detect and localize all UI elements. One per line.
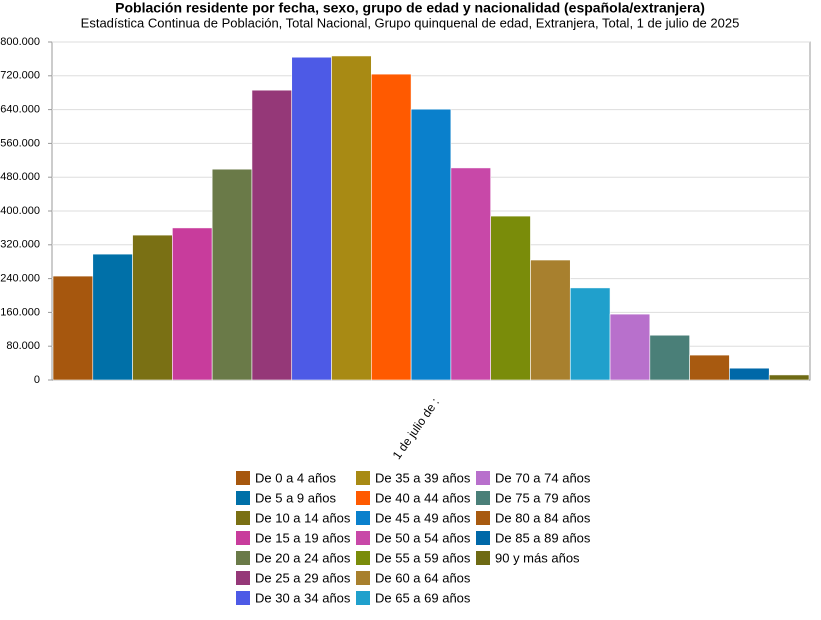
bar [530, 259, 571, 381]
bar [569, 287, 611, 381]
chart-title: Población residente por fecha, sexo, gru… [115, 0, 705, 16]
legend-swatch [356, 571, 370, 585]
legend-label: De 55 a 59 años [375, 550, 471, 565]
y-tick-label: 640.000 [0, 104, 40, 116]
legend-label: De 15 a 19 años [255, 530, 351, 545]
legend-swatch [476, 471, 490, 485]
y-tick-label: 800.000 [0, 36, 40, 48]
legend-swatch [476, 531, 490, 545]
bar [609, 313, 651, 381]
x-tick-label: 1 de julio de : [390, 396, 442, 463]
legend-swatch [236, 511, 250, 525]
bar [490, 215, 531, 381]
bar [92, 253, 133, 381]
legend-swatch [236, 551, 250, 565]
legend-swatch [356, 491, 370, 505]
legend-label: De 45 a 49 años [375, 510, 471, 525]
legend-label: 90 y más años [495, 550, 580, 565]
chart-subtitle: Estadística Continua de Población, Total… [81, 15, 740, 30]
y-tick-label: 720.000 [0, 70, 40, 82]
legend-swatch [476, 511, 490, 525]
legend-swatch [236, 471, 250, 485]
legend-label: De 80 a 84 años [495, 510, 591, 525]
bar [52, 275, 94, 381]
legend-swatch [356, 551, 370, 565]
y-tick-label: 480.000 [0, 171, 40, 183]
legend-swatch [236, 571, 250, 585]
legend-swatch [356, 591, 370, 605]
legend-swatch [236, 491, 250, 505]
bar [729, 367, 770, 381]
legend-label: De 85 a 89 años [495, 530, 591, 545]
y-tick-label: 160.000 [0, 306, 40, 318]
legend-label: De 40 a 44 años [375, 490, 471, 505]
bar [689, 354, 730, 381]
legend-label: De 0 a 4 años [255, 470, 336, 485]
legend-label: De 50 a 54 años [375, 530, 471, 545]
legend-label: De 5 a 9 años [255, 490, 336, 505]
y-tick-label: 320.000 [0, 239, 40, 251]
legend-label: De 75 a 79 años [495, 490, 591, 505]
y-tick-label: 0 [34, 374, 40, 386]
legend-label: De 25 a 29 años [255, 570, 351, 585]
legend-label: De 70 a 74 años [495, 470, 591, 485]
legend-swatch [476, 491, 490, 505]
legend-swatch [356, 471, 370, 485]
bar [768, 374, 810, 381]
legend-label: De 60 a 64 años [375, 570, 471, 585]
bar [291, 56, 332, 381]
bar [371, 73, 412, 381]
legend-label: De 20 a 24 años [255, 550, 351, 565]
legend-swatch [356, 511, 370, 525]
y-tick-label: 80.000 [6, 340, 40, 352]
bar [450, 167, 491, 381]
bar [331, 55, 372, 381]
legend-label: De 65 a 69 años [375, 590, 471, 605]
y-tick-label: 240.000 [0, 273, 40, 285]
bar [132, 234, 173, 381]
bar [251, 89, 293, 381]
y-tick-label: 400.000 [0, 205, 40, 217]
legend-label: De 35 a 39 años [375, 470, 471, 485]
y-tick-label: 560.000 [0, 137, 40, 149]
legend-swatch [236, 591, 250, 605]
bar [649, 334, 690, 381]
legend-swatch [236, 531, 250, 545]
legend-label: De 30 a 34 años [255, 590, 351, 605]
legend-label: De 10 a 14 años [255, 510, 351, 525]
legend-swatch [356, 531, 370, 545]
bar [211, 168, 253, 381]
bar [410, 108, 452, 381]
legend-swatch [476, 551, 490, 565]
bar [172, 227, 213, 381]
